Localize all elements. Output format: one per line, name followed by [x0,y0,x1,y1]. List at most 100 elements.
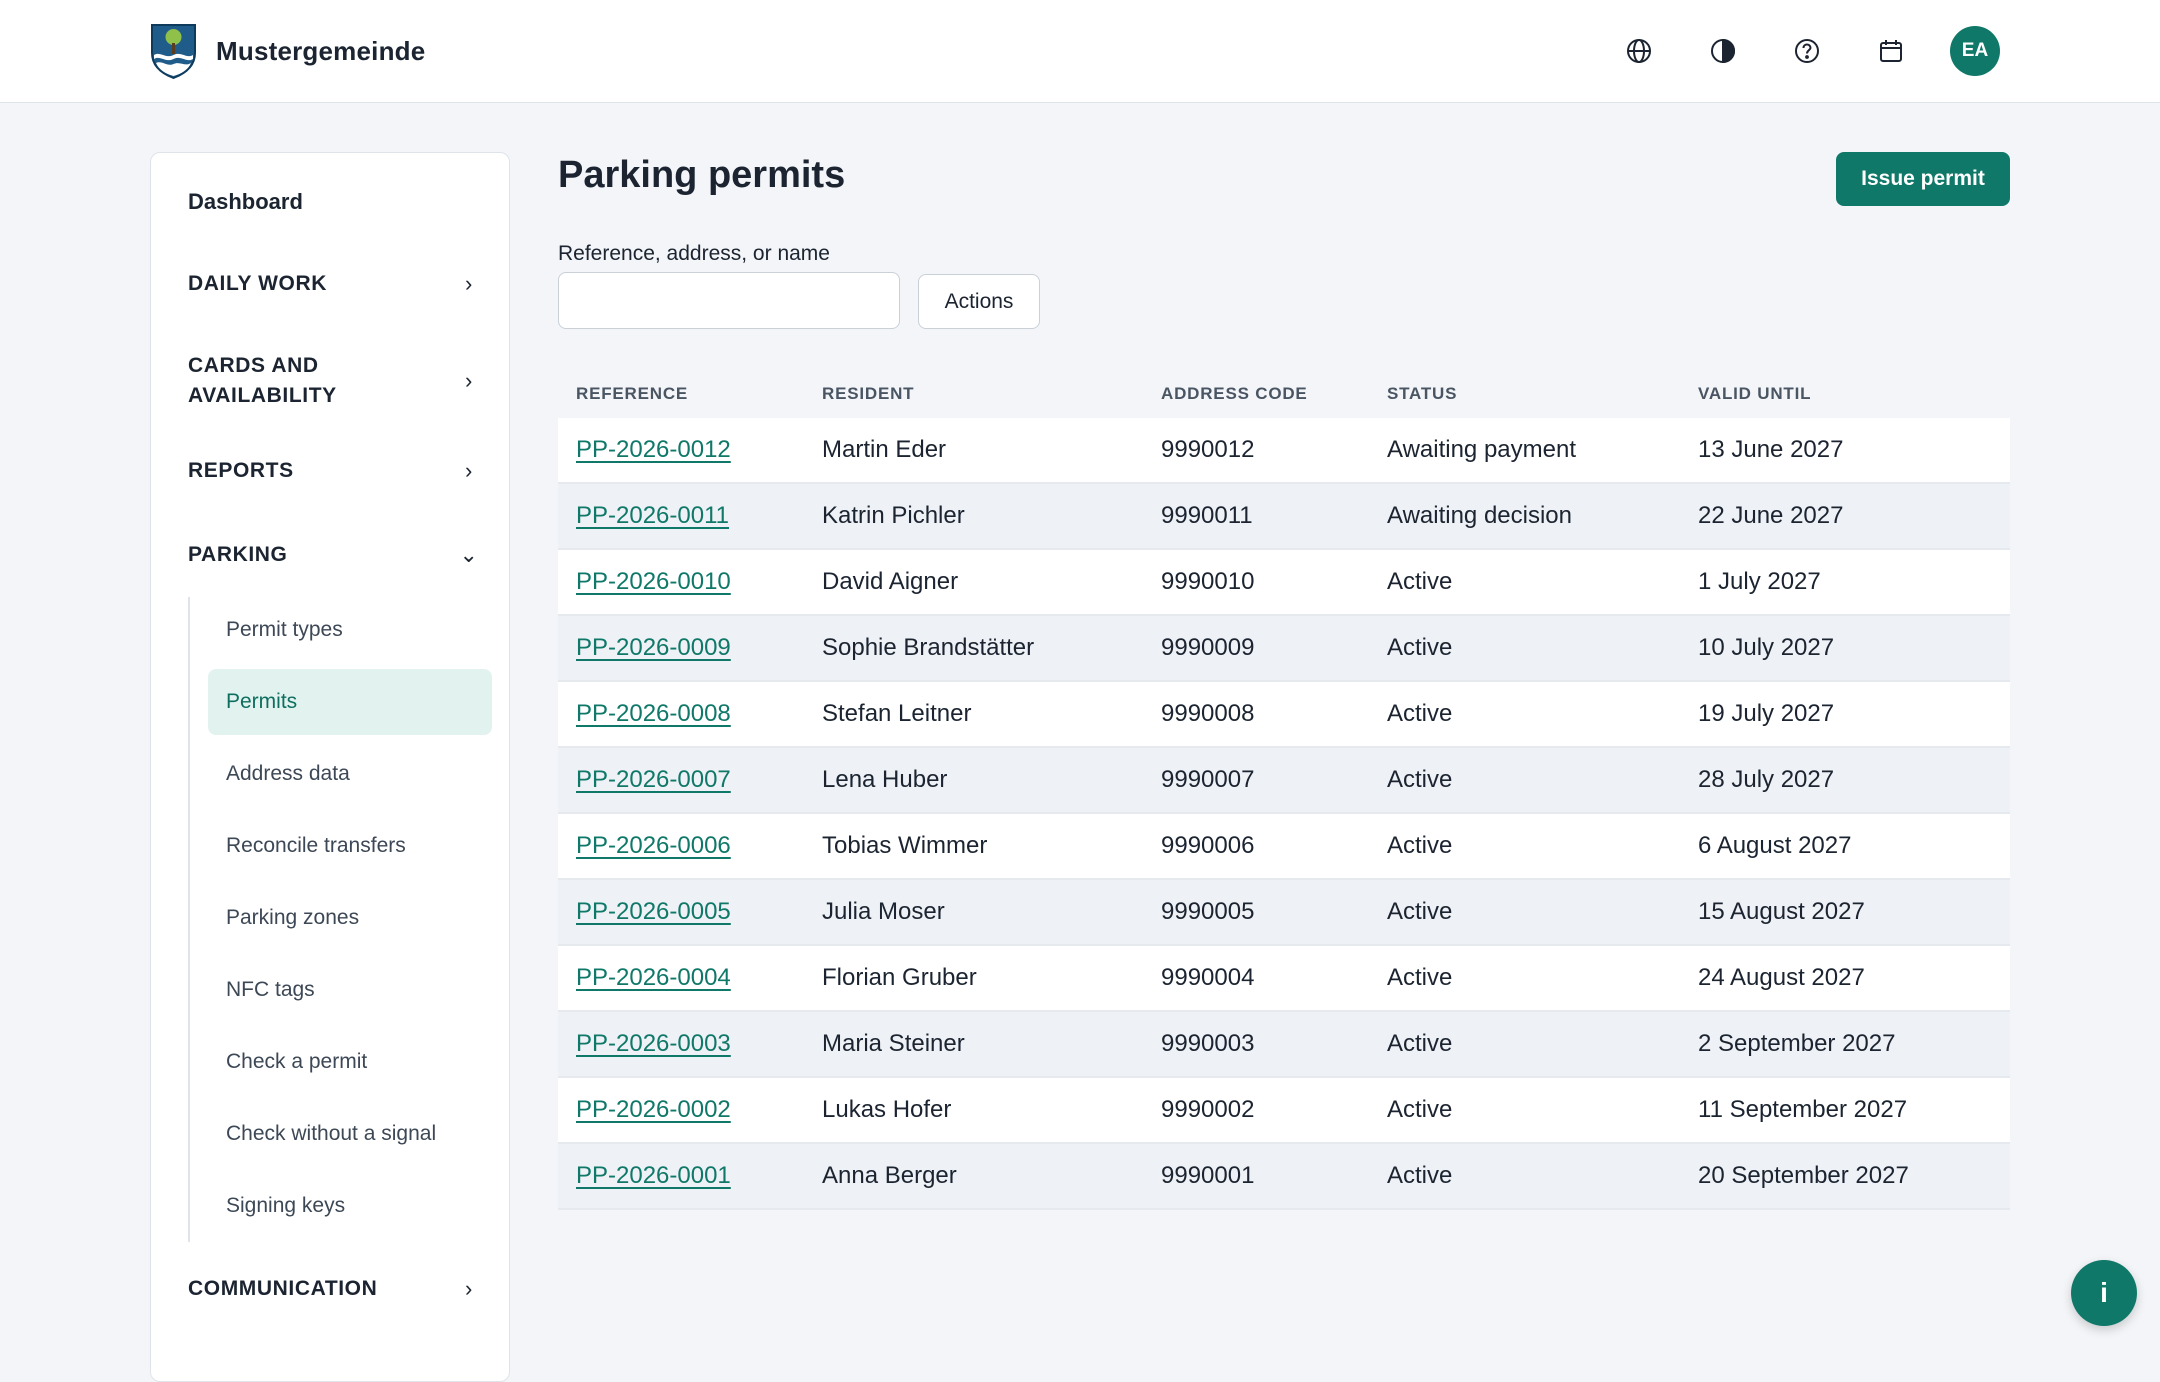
user-avatar[interactable]: EA [1950,26,2000,76]
resident-cell: Tobias Wimmer [822,832,988,859]
table-row[interactable]: PP-2026-0008 Stefan Leitner 9990008 Active 1… [558,682,2010,748]
sidebar-item-check-a-permit[interactable]: Check a permit [226,1050,368,1073]
resident-cell: Katrin Pichler [822,502,965,529]
page-title: Parking permits [558,154,846,196]
resident-cell: Lena Huber [822,766,948,793]
reference-link[interactable]: PP-2026-0012 [576,436,731,463]
status-cell: Active [1387,832,1453,859]
reference-link[interactable]: PP-2026-0010 [576,568,731,595]
reference-link[interactable]: PP-2026-0009 [576,634,731,661]
brand[interactable]: Mustergemeinde [150,23,425,79]
valid-until-cell: 15 August 2027 [1698,898,1865,925]
reference-link[interactable]: PP-2026-0005 [576,898,731,925]
reference-cell: PP-2026-0002 [576,1096,731,1124]
reference-cell: PP-2026-0003 [576,1030,731,1058]
section-label: CARDS AND AVAILABILITY [188,354,337,407]
chevron-right-icon: › [465,368,473,393]
section-label: REPORTS [188,459,294,482]
sidebar-section-daily-work[interactable]: DAILY WORK › [188,269,479,299]
sidebar-item-parking-zones[interactable]: Parking zones [226,906,360,929]
status-cell: Active [1387,1096,1453,1123]
table-row[interactable]: PP-2026-0006 Tobias Wimmer 9990006 Active 6 … [558,814,2010,880]
column-header-resident[interactable]: RESIDENT [822,384,915,403]
address-code-cell: 9990002 [1161,1096,1255,1123]
table-row[interactable]: PP-2026-0005 Julia Moser 9990005 Active 15 A… [558,880,2010,946]
sidebar-section-reports[interactable]: REPORTS › [188,456,479,486]
column-header-address-code[interactable]: ADDRESS CODE [1161,384,1308,403]
valid-until-cell: 10 July 2027 [1698,634,1835,661]
resident-cell: David Aigner [822,568,959,595]
reference-link[interactable]: PP-2026-0001 [576,1162,731,1189]
actions-button[interactable]: Actions [918,274,1040,329]
reference-cell: PP-2026-0004 [576,964,731,992]
address-code-cell: 9990011 [1161,502,1253,529]
app-name: Mustergemeinde [216,35,426,66]
sidebar-item-dashboard[interactable]: Dashboard [188,189,303,214]
reference-link[interactable]: PP-2026-0006 [576,832,731,859]
valid-until-cell: 2 September 2027 [1698,1030,1896,1057]
address-code-cell: 9990001 [1161,1162,1255,1189]
contrast-button[interactable] [1698,26,1748,76]
table-row[interactable]: PP-2026-0004 Florian Gruber 9990004 Active 2… [558,946,2010,1012]
table-row[interactable]: PP-2026-0011 Katrin Pichler 9990011 Awaitin… [558,484,2010,550]
help-icon [1795,39,1819,63]
valid-until-cell: 6 August 2027 [1698,832,1852,859]
column-header-reference[interactable]: REFERENCE [576,384,689,403]
resident-cell: Martin Eder [822,436,947,463]
sidebar-item-signing-keys[interactable]: Signing keys [226,1194,346,1217]
column-header-status[interactable]: STATUS [1387,384,1458,403]
sidebar-section-cards-and-availability[interactable]: CARDS AND AVAILABILITY › [188,351,479,411]
sidebar-item-nfc-tags[interactable]: NFC tags [226,978,315,1001]
address-code-cell: 9990005 [1161,898,1255,925]
reference-link[interactable]: PP-2026-0011 [576,502,729,529]
reference-link[interactable]: PP-2026-0007 [576,766,731,793]
resident-cell: Stefan Leitner [822,700,972,727]
sidebar-section-parking[interactable]: PARKING ⌄ [188,540,479,570]
chevron-right-icon: › [465,1276,473,1301]
reference-cell: PP-2026-0001 [576,1162,731,1190]
reference-cell: PP-2026-0006 [576,832,731,860]
table-row[interactable]: PP-2026-0010 David Aigner 9990010 Active 1 J… [558,550,2010,616]
calendar-button[interactable] [1866,26,1916,76]
status-cell: Active [1387,964,1453,991]
table-row[interactable]: PP-2026-0012 Martin Eder 9990012 Awaiting p… [558,418,2010,484]
sidebar-item-permit-types[interactable]: Permit types [226,618,343,641]
resident-cell: Maria Steiner [822,1030,965,1057]
contrast-icon [1711,38,1735,64]
info-button[interactable]: i [2071,1260,2137,1326]
issue-permit-button[interactable]: Issue permit [1836,152,2010,206]
valid-until-cell: 24 August 2027 [1698,964,1865,991]
reference-cell: PP-2026-0011 [576,502,729,530]
reference-cell: PP-2026-0010 [576,568,731,596]
table-row[interactable]: PP-2026-0009 Sophie Brandstätter 9990009 Ac… [558,616,2010,682]
section-label: PARKING [188,543,288,566]
sidebar-item-address-data[interactable]: Address data [226,762,350,785]
resident-cell: Julia Moser [822,898,945,925]
reference-cell: PP-2026-0009 [576,634,731,662]
table-row[interactable]: PP-2026-0007 Lena Huber 9990007 Active 28 Ju… [558,748,2010,814]
parking-subnav: Permit types Permits Address data Reconc… [188,597,492,1242]
help-button[interactable] [1782,26,1832,76]
table-row[interactable]: PP-2026-0003 Maria Steiner 9990003 Active 2 … [558,1012,2010,1078]
language-button[interactable] [1614,26,1664,76]
reference-link[interactable]: PP-2026-0004 [576,964,731,991]
valid-until-cell: 20 September 2027 [1698,1162,1909,1189]
globe-icon [1627,39,1651,63]
sidebar-item-check-without-signal[interactable]: Check without a signal [226,1122,437,1145]
section-label: COMMUNICATION [188,1277,378,1300]
sidebar: Dashboard DAILY WORK › CARDS AND AVAILAB… [150,152,510,1382]
valid-until-cell: 22 June 2027 [1698,502,1844,529]
search-label: Reference, address, or name [558,242,830,265]
table-row[interactable]: PP-2026-0002 Lukas Hofer 9990002 Active 11 S… [558,1078,2010,1144]
sidebar-section-communication[interactable]: COMMUNICATION › [188,1274,479,1304]
reference-link[interactable]: PP-2026-0003 [576,1030,731,1057]
chevron-down-icon: ⌄ [459,542,479,567]
column-header-valid-until[interactable]: VALID UNTIL [1698,384,1812,403]
municipal-crest-logo [151,24,196,79]
reference-link[interactable]: PP-2026-0002 [576,1096,731,1123]
sidebar-item-permits[interactable]: Permits [208,669,492,735]
table-row[interactable]: PP-2026-0001 Anna Berger 9990001 Active 20 S… [558,1144,2010,1210]
search-input[interactable] [558,272,900,329]
reference-link[interactable]: PP-2026-0008 [576,700,731,727]
sidebar-item-reconcile-transfers[interactable]: Reconcile transfers [226,834,406,857]
